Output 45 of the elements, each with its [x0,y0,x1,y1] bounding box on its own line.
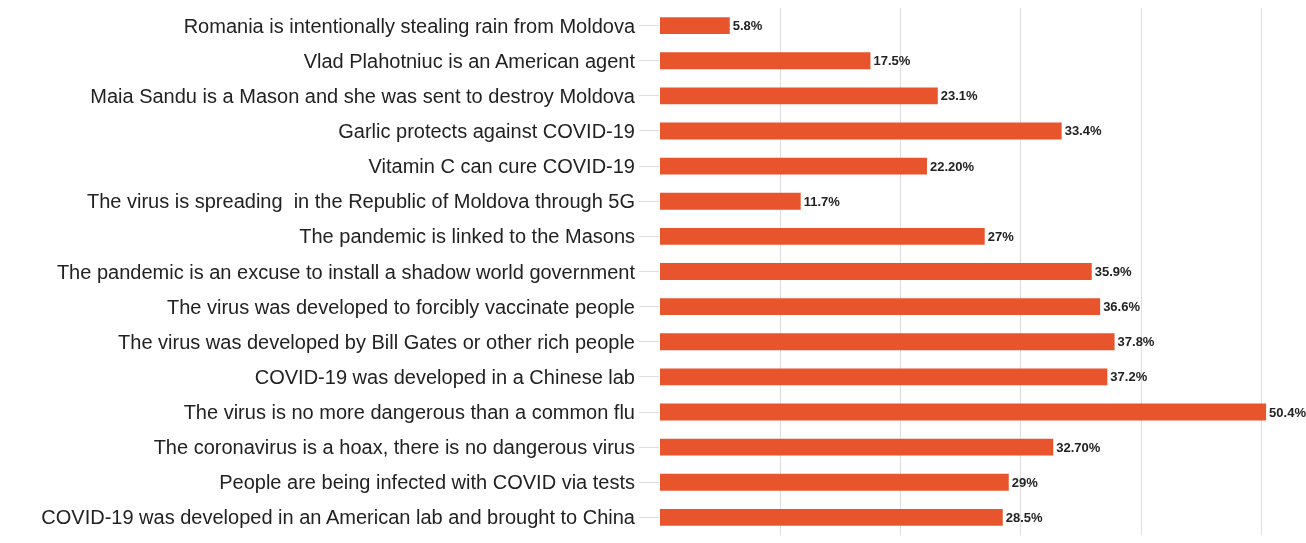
data-label: 22.20% [929,158,975,174]
bar [660,438,1054,456]
bar [660,17,730,34]
bar [660,333,1115,351]
bar [660,157,927,175]
bar [660,263,1092,280]
data-label: 23.1% [940,88,979,104]
y-tick-label: Romania is intentionally stealing rain from Moldova [183,14,636,37]
y-tick-label: Garlic protects against COVID-19 [338,119,635,142]
y-tick-label: The pandemic is an excuse to install a shadow world government [56,260,636,283]
data-label: 27% [987,228,1015,244]
data-label: 17.5% [873,53,911,69]
y-tick-label: People are being infected with COVID via tests [219,471,635,494]
bar [660,87,938,105]
y-tick-label: The virus is no more dangerous than a common flu [183,401,635,424]
y-tick-label: The virus is spreading in the Republic of Moldova through 5G [86,190,635,213]
data-label: 35.9% [1094,264,1133,279]
y-tick-label: The coronavirus is a hoax, there is no dangerous virus [153,436,635,459]
bar [660,122,1062,140]
y-tick-label: The virus was developed to forcibly vaccinate people [166,295,635,318]
data-label: 29% [1011,474,1039,490]
bar [660,192,801,210]
bar [660,298,1101,316]
y-tick-label: Maia Sandu is a Mason and she was sent to destroy Moldova [90,84,636,107]
data-label: 36.6% [1103,299,1141,315]
data-label: 37.8% [1117,334,1155,350]
bar [660,403,1267,421]
y-tick-label: COVID-19 was developed in an American lab and brought to China [41,506,636,529]
data-label: 5.8% [732,18,763,34]
data-label: 11.7% [803,193,841,209]
bar [660,227,985,245]
bar [660,52,871,70]
data-label: 50.4% [1269,404,1306,420]
y-tick-label: Vitamin C can cure COVID-19 [368,155,635,178]
bar [660,473,1009,491]
bar [660,509,1003,526]
data-label: 33.4% [1064,123,1102,139]
bar [660,368,1108,386]
y-tick-label: Vlad Plahotniuc is an American agent [303,49,636,72]
y-tick-label: COVID-19 was developed in a Chinese lab [254,365,635,388]
y-tick-label: The pandemic is linked to the Masons [299,225,635,248]
data-label: 32.70% [1056,439,1101,455]
y-tick-label: The virus was developed by Bill Gates or other rich people [118,330,635,353]
data-label: 28.5% [1005,509,1044,525]
data-label: 37.2% [1110,369,1148,385]
